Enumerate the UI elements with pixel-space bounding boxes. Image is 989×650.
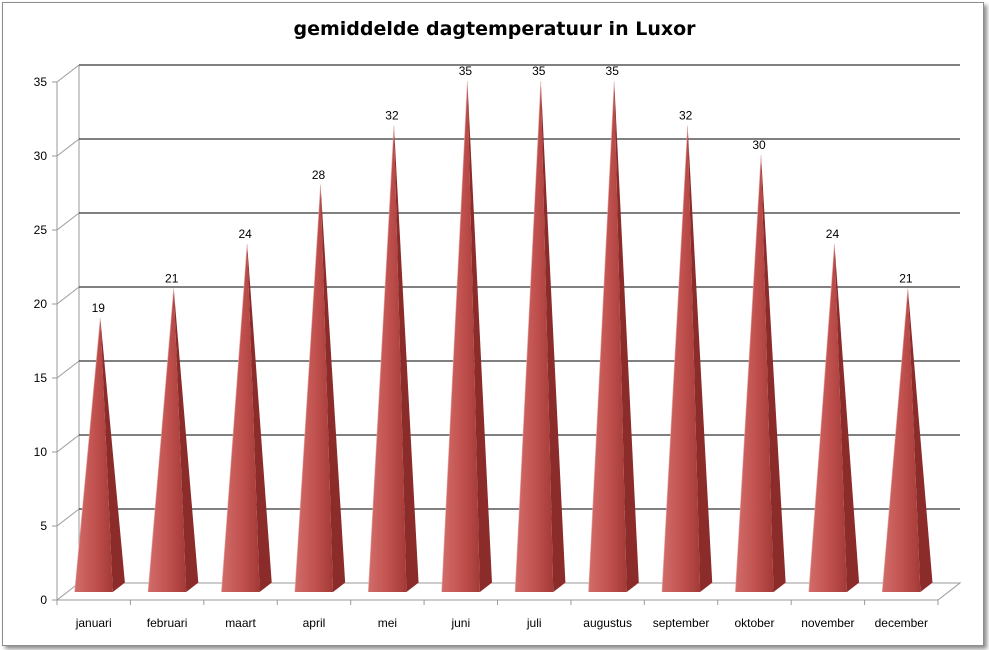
x-tick-label: augustus [583,616,632,630]
pyramid-edge [881,288,909,593]
pyramid-side-face [467,81,492,593]
pyramid-side-face [100,317,125,592]
data-label: 19 [92,301,106,315]
data-label: 35 [532,64,546,78]
gridline-depth [56,64,80,83]
pyramid-edge [661,125,689,593]
pyramid-bar [735,155,774,592]
gridline-depth [56,434,80,453]
pyramid-side-face [540,81,566,593]
pyramid-side-face [173,288,199,592]
pyramid-edge [294,184,321,593]
x-tick-label: mei [378,616,397,630]
pyramid-bar [294,184,334,592]
pyramid-edge [441,81,468,593]
pyramid-edge [367,125,395,593]
data-label: 35 [459,64,473,78]
pyramid-bar [74,317,113,592]
y-tick-label: 0 [40,593,47,607]
pyramid-side-face [320,184,346,592]
x-tick-label: september [653,616,710,630]
gridline-depth [56,212,80,231]
pyramid-edge [147,288,175,593]
pyramid-bar [368,125,407,593]
pyramid-side-face [761,155,786,592]
pyramid-bar [661,125,701,593]
pyramid-edge [221,243,248,593]
pyramid-side-face [907,288,933,592]
x-tick-label: januari [75,616,112,630]
data-label: 21 [165,271,179,285]
x-tick-label: november [801,616,854,630]
data-label: 21 [899,271,913,285]
pyramid-side-face [687,125,713,593]
pyramid-side-face [834,243,860,592]
y-tick-label: 25 [34,223,48,237]
gridline-depth [56,138,80,157]
gridline-depth [56,508,80,527]
pyramid-bar [588,81,627,593]
x-tick-label: april [303,616,326,630]
pyramid-bar [882,288,921,592]
x-tick-label: december [875,616,928,630]
pyramid-bar [221,243,260,592]
y-tick-label: 10 [34,445,48,459]
y-tick-label: 15 [34,371,48,385]
pyramid-edge [514,81,542,593]
data-label: 24 [826,227,840,241]
pyramid-edge [74,317,101,593]
y-tick-label: 5 [40,519,47,533]
pyramid-edge [808,243,835,593]
pyramid-bar [808,243,847,592]
pyramid-edge [734,155,762,593]
gridline-depth [56,286,80,305]
x-tick-label: oktober [734,616,774,630]
pyramid-side-face [247,243,272,592]
x-tick-label: juni [450,616,470,630]
pyramid-edge [588,81,615,593]
data-label: 32 [679,109,693,123]
pyramid-bar [441,81,480,593]
x-tick-label: maart [225,616,256,630]
y-tick-label: 20 [34,297,48,311]
pyramid-side-face [393,125,419,593]
pyramid-bar [515,81,554,593]
chart-title: gemiddelde dagtemperatuur in Luxor [293,18,696,40]
y-tick-label: 30 [34,149,48,163]
data-label: 35 [606,64,620,78]
x-tick-label: juli [526,616,542,630]
data-label: 32 [385,109,399,123]
x-tick-label: februari [147,616,188,630]
data-label: 28 [312,168,326,182]
gridline-depth [56,360,80,379]
data-label: 30 [752,138,766,152]
y-tick-label: 35 [34,75,48,89]
data-label: 24 [238,227,252,241]
pyramid-bar [148,288,187,592]
pyramid-side-face [614,81,639,593]
